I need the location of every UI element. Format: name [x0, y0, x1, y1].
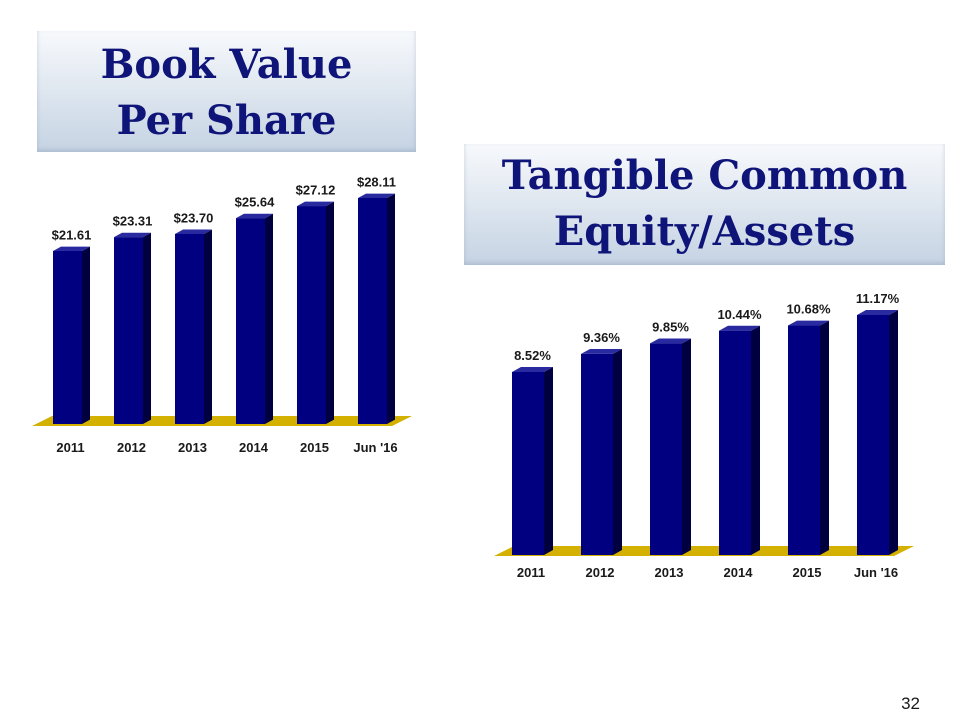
- bvps-bar-side: [143, 232, 151, 424]
- tce-value-label: 8.52%: [514, 348, 551, 363]
- book-value-title: Book Value Per Share: [37, 31, 416, 152]
- bvps-value-label: $27.12: [296, 183, 336, 198]
- tce-tick-label: 2012: [586, 565, 615, 580]
- bvps-bar-top: [236, 213, 273, 219]
- bvps-bar-side: [204, 229, 212, 424]
- bvps-bar-front: [114, 237, 143, 424]
- book-value-title-line-2: Per Share: [116, 97, 337, 144]
- bvps-value-label: $21.61: [52, 228, 92, 243]
- tce-bar: [788, 320, 829, 555]
- tce-tick-label: 2013: [655, 565, 684, 580]
- bvps-bar: [236, 213, 273, 424]
- tce-title: Tangible Common Equity/Assets: [464, 144, 945, 265]
- tce-bar-front: [581, 353, 613, 555]
- tce-bar: [512, 367, 553, 555]
- bvps-value-label: $23.70: [174, 211, 214, 226]
- bvps-bar-side: [326, 201, 334, 424]
- bvps-bar: [358, 193, 395, 424]
- bvps-bar: [114, 232, 151, 424]
- bvps-bar-front: [53, 251, 82, 424]
- bvps-bar-top: [297, 201, 334, 207]
- tce-value-label: 10.44%: [717, 307, 762, 322]
- tce-tick-label: 2011: [517, 565, 545, 580]
- bvps-bar-side: [265, 213, 273, 424]
- tce-bar-side: [820, 320, 829, 555]
- bvps-tick-label: 2013: [178, 440, 207, 455]
- tce-bar-top: [512, 367, 553, 372]
- bvps-bar-front: [236, 218, 265, 424]
- book-value-title-line-1: Book Value: [100, 41, 353, 88]
- bvps-tick-label: 2011: [56, 440, 84, 455]
- bvps-tick-label: 2014: [239, 440, 269, 455]
- tce-bar-top: [857, 310, 898, 315]
- bvps-bar: [297, 201, 334, 424]
- tce-bar-side: [613, 348, 622, 555]
- tce-bar-side: [544, 367, 553, 555]
- tce-bar-top: [788, 320, 829, 326]
- tce-bar-front: [650, 343, 682, 555]
- bvps-bar-front: [175, 233, 204, 424]
- tce-bar-front: [857, 315, 889, 555]
- tce-bar-top: [650, 338, 691, 344]
- bvps-bar-side: [387, 193, 395, 424]
- tce-bar-top: [719, 325, 760, 331]
- tce-bar-side: [889, 310, 898, 555]
- tce-bar: [581, 348, 622, 555]
- tce-bar: [719, 325, 760, 555]
- tce-bar-front: [719, 330, 751, 555]
- tce-tick-label: Jun '16: [854, 565, 898, 580]
- bvps-value-label: $28.11: [357, 175, 396, 190]
- tce-bar-top: [581, 348, 622, 354]
- tce-value-label: 9.85%: [652, 319, 689, 334]
- tce-value-label: 9.36%: [583, 330, 620, 345]
- tce-title-line-2: Equity/Assets: [553, 208, 856, 255]
- tce-bar-side: [682, 338, 691, 555]
- bvps-tick-label: 2012: [117, 440, 146, 455]
- bvps-bar-front: [358, 198, 387, 424]
- bvps-value-label: $23.31: [113, 214, 153, 229]
- tce-bar-front: [788, 325, 820, 555]
- bvps-bar: [53, 246, 90, 424]
- bvps-bar-front: [297, 206, 326, 424]
- tce-tick-label: 2015: [793, 565, 822, 580]
- page-number: 32: [901, 694, 920, 713]
- tce-bar-front: [512, 372, 544, 555]
- bvps-tick-label: Jun '16: [353, 440, 397, 455]
- tce-bar: [650, 338, 691, 555]
- tce-value-label: 10.68%: [786, 302, 831, 317]
- bvps-bar-top: [358, 193, 395, 198]
- bvps-tick-label: 2015: [300, 440, 329, 455]
- tce-title-line-1: Tangible Common: [501, 152, 908, 199]
- tce-floor: [494, 546, 914, 556]
- bvps-bar-top: [53, 246, 90, 251]
- tce-tick-label: 2014: [724, 565, 754, 580]
- bvps-bar-top: [175, 229, 212, 234]
- bvps-bar-side: [82, 246, 90, 424]
- bvps-bar: [175, 229, 212, 424]
- tce-value-label: 11.17%: [856, 291, 900, 306]
- bvps-bar-top: [114, 232, 151, 238]
- bvps-value-label: $25.64: [235, 195, 276, 210]
- tce-bar: [857, 310, 898, 555]
- tce-bar-side: [751, 325, 760, 555]
